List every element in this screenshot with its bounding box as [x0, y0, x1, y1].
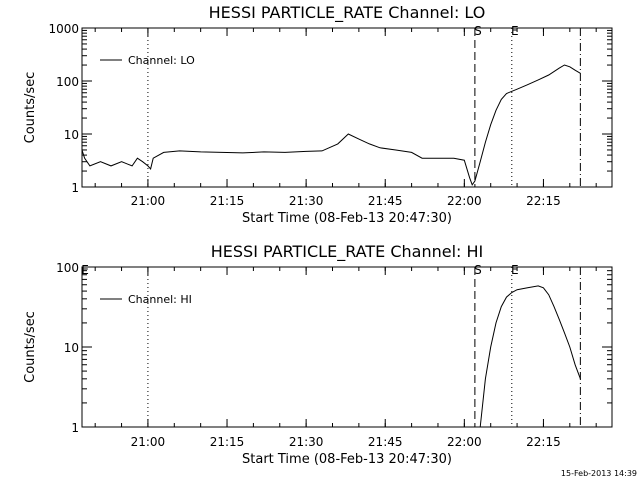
y-tick-label: 100	[56, 261, 79, 275]
plot-frame	[81, 266, 613, 428]
series-line	[81, 64, 581, 186]
x-tick-label: 21:15	[210, 435, 245, 449]
y-tick-label: 100	[56, 75, 79, 89]
event-marker-label: E	[511, 263, 519, 277]
x-tick-label: 22:15	[526, 194, 561, 208]
y-tick-label: 1000	[48, 22, 79, 36]
y-tick-label: 10	[64, 128, 79, 142]
x-tick-label: 22:15	[526, 435, 561, 449]
x-tick-label: 22:00	[447, 194, 482, 208]
x-tick-label: 21:45	[368, 194, 403, 208]
chart-title: HESSI PARTICLE_RATE Channel: HI	[211, 242, 484, 262]
x-tick-label: 21:00	[131, 435, 166, 449]
x-axis-label: Start Time (08-Feb-13 20:47:30)	[242, 211, 452, 226]
y-tick-label: 1	[71, 421, 79, 435]
plot-panel-hi: HESSI PARTICLE_RATE Channel: HI 21:00 21:1…	[23, 242, 613, 467]
x-tick-label: 21:30	[289, 194, 324, 208]
x-tick-label: 22:00	[447, 435, 482, 449]
x-tick-label: 21:30	[289, 435, 324, 449]
y-tick-label: 10	[64, 341, 79, 355]
legend-entry: Channel: HI	[128, 293, 192, 306]
series-line	[479, 285, 581, 428]
legend-entry: Channel: LO	[128, 54, 195, 67]
event-marker-label: E	[511, 24, 519, 38]
y-axis-label: Counts/sec	[23, 311, 38, 383]
x-axis-label: Start Time (08-Feb-13 20:47:30)	[242, 452, 452, 467]
plot-panel-lo: HESSI PARTICLE_RATE Channel: LO 21:00 21:1…	[23, 3, 613, 226]
event-marker-label: S	[474, 24, 482, 38]
x-tick-label: 21:45	[368, 435, 403, 449]
y-axis-label: Counts/sec	[23, 72, 38, 144]
event-marker-label: S	[474, 263, 482, 277]
chart-title: HESSI PARTICLE_RATE Channel: LO	[209, 3, 486, 23]
plot-frame	[81, 27, 613, 188]
y-tick-label: 1	[71, 181, 79, 195]
x-tick-label: 21:00	[131, 194, 166, 208]
event-marker-label: E	[81, 263, 89, 277]
footer-timestamp: 15-Feb-2013 14:39	[561, 469, 637, 478]
x-tick-label: 21:15	[210, 194, 245, 208]
